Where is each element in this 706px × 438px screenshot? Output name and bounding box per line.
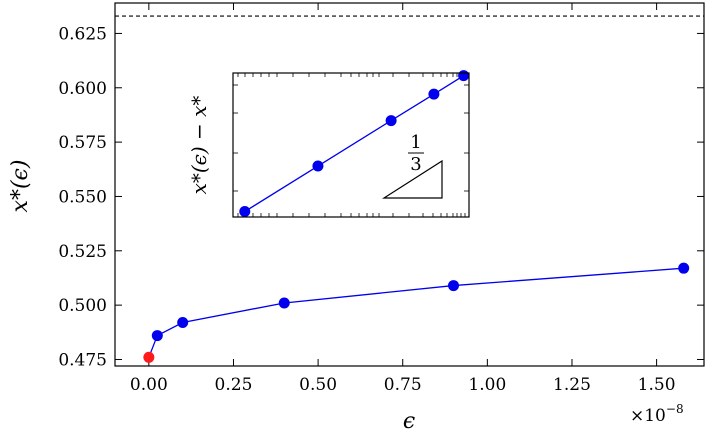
data-point [151, 330, 163, 342]
inset-data-point [312, 160, 324, 172]
inset-y-axis-label: x*(ϵ) − x* [187, 96, 211, 195]
data-point [278, 297, 290, 309]
x-tick-label: 1.50 [638, 375, 676, 395]
x-tick-label: 0.75 [384, 375, 422, 395]
x-axis-label: ϵ [403, 409, 415, 434]
data-point [177, 317, 189, 329]
slope-triangle [381, 159, 443, 199]
y-tick-label: 0.500 [58, 296, 107, 316]
x-tick-label: 1.00 [468, 375, 506, 395]
series-line [148, 267, 684, 358]
y-tick-label: 0.550 [58, 187, 107, 207]
y-axis-label: x*(ϵ) [8, 160, 33, 213]
inset-data-point [239, 206, 251, 218]
y-tick-label: 0.600 [58, 79, 107, 99]
x-tick-label: 0.50 [299, 375, 337, 395]
inset-data-point [385, 115, 397, 127]
plot-frame [114, 2, 705, 367]
x-tick-label: 0.00 [130, 375, 168, 395]
data-point [678, 262, 690, 274]
slope-denominator: 3 [410, 154, 421, 175]
y-tick-label: 0.475 [58, 350, 107, 370]
y-tick-label: 0.575 [58, 133, 107, 153]
inset-chart: 13 x*(ϵ) − x* [187, 70, 470, 218]
x-tick-label: 0.25 [215, 375, 253, 395]
origin-point [143, 351, 155, 363]
inset-data-point [428, 88, 440, 100]
inset-frame [232, 72, 470, 218]
y-tick-label: 0.625 [58, 24, 107, 44]
inset-data-point [458, 70, 470, 82]
x-axis-multiplier: ×10−8 [630, 402, 684, 426]
x-tick-label: 1.25 [553, 375, 591, 395]
y-tick-label: 0.525 [58, 242, 107, 262]
slope-numerator: 1 [410, 132, 421, 153]
data-point [448, 280, 460, 292]
